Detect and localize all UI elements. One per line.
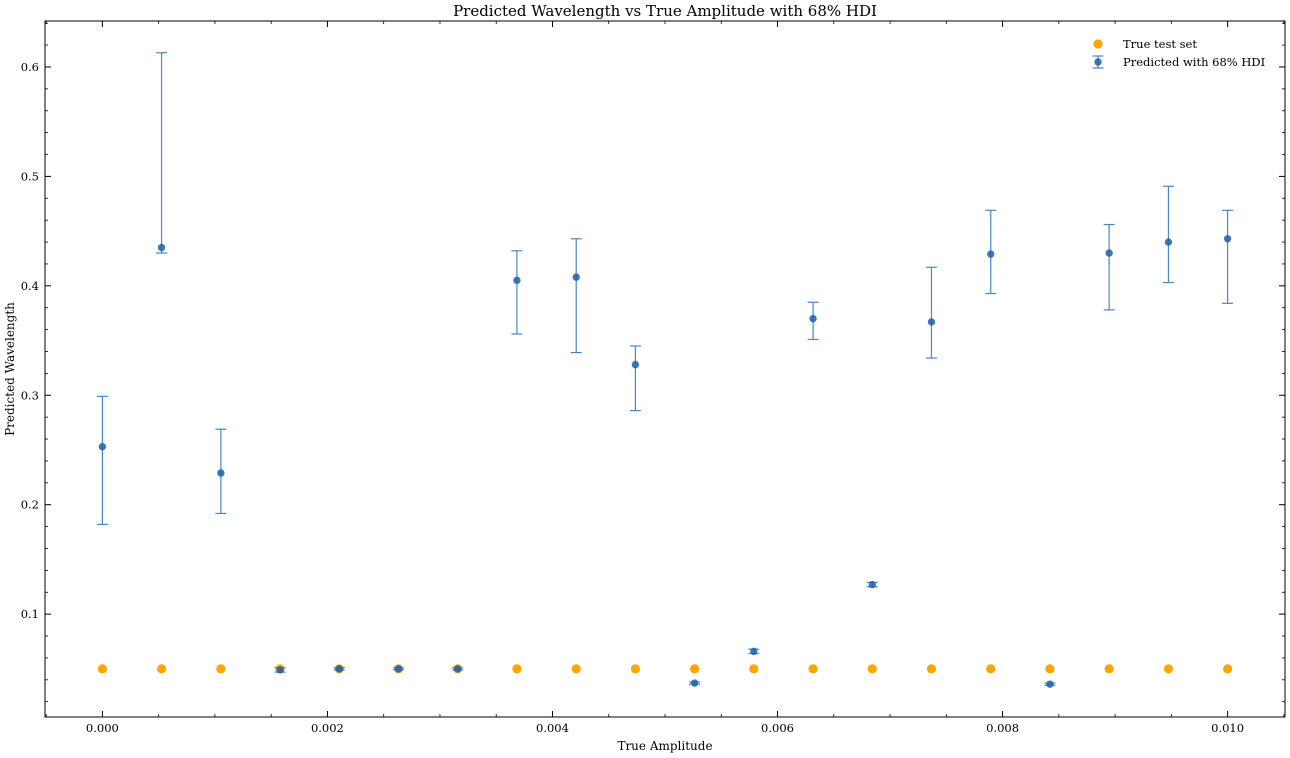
true-test-point	[986, 664, 996, 674]
predicted-point	[690, 679, 699, 687]
y-tick-label: 0.3	[21, 388, 39, 402]
x-axis-label: True Amplitude	[617, 739, 712, 753]
y-tick-label: 0.4	[21, 279, 39, 293]
predicted-point	[987, 250, 995, 258]
true-test-point	[156, 664, 167, 674]
predicted-point	[513, 276, 521, 285]
true-test-point	[867, 664, 877, 674]
true-test-point	[749, 664, 759, 674]
x-tick-label: 0.008	[986, 721, 1019, 735]
legend-label-true-test-set: True test set	[1123, 37, 1197, 51]
x-tick-label: 0.006	[761, 721, 794, 735]
predicted-point	[1164, 238, 1173, 246]
y-tick-label: 0.6	[21, 60, 39, 74]
y-tick-label: 0.1	[21, 607, 39, 621]
predicted-point	[98, 442, 107, 451]
ticks: 0.000 0.002 0.004 0.006 0.008 0.010 0.1 0.2 0.3 0…	[21, 21, 1285, 735]
x-tick-label: 0.000	[86, 721, 119, 735]
true-test-point	[1223, 664, 1233, 674]
x-tick-label: 0.004	[536, 721, 569, 735]
predicted-point	[572, 273, 580, 281]
predicted-point	[809, 314, 817, 323]
true-test-point	[1104, 664, 1114, 674]
x-tick-label: 0.002	[311, 721, 344, 735]
true-test-point	[571, 664, 581, 674]
predicted-point	[454, 665, 462, 673]
true-test-point	[1163, 664, 1174, 674]
data-marks	[96, 52, 1234, 688]
true-test-point	[689, 664, 700, 674]
true-test-point	[1045, 664, 1055, 674]
y-axis-label: Predicted Wavelength	[3, 302, 17, 436]
true-test-point	[512, 664, 522, 674]
predicted-point	[631, 360, 640, 369]
predicted-point	[335, 665, 343, 673]
predicted-point	[217, 469, 225, 477]
y-tick-label: 0.2	[21, 498, 39, 512]
x-tick-label: 0.010	[1211, 721, 1244, 735]
predicted-point	[868, 580, 876, 589]
predicted-point	[276, 666, 284, 674]
legend-marker-true-test-set	[1093, 39, 1103, 49]
true-test-point	[808, 664, 818, 674]
true-test-point	[97, 664, 107, 674]
legend: True test set Predicted with 68% HDI	[1092, 37, 1265, 69]
legend-marker-predicted	[1094, 58, 1102, 66]
predicted-point	[1105, 249, 1113, 257]
predicted-point	[157, 243, 166, 252]
true-test-point	[926, 664, 937, 674]
predicted-point	[1046, 680, 1054, 688]
legend-label-predicted: Predicted with 68% HDI	[1123, 55, 1265, 69]
chart-title: Predicted Wavelength vs True Amplitude w…	[453, 2, 877, 20]
predicted-point	[394, 665, 403, 673]
predicted-point	[927, 318, 936, 326]
true-test-point	[630, 664, 641, 674]
predicted-point	[750, 647, 758, 656]
plot-frame	[44, 20, 1286, 718]
true-test-point	[216, 664, 226, 674]
y-tick-label: 0.5	[21, 169, 39, 183]
predicted-point	[1223, 235, 1232, 243]
